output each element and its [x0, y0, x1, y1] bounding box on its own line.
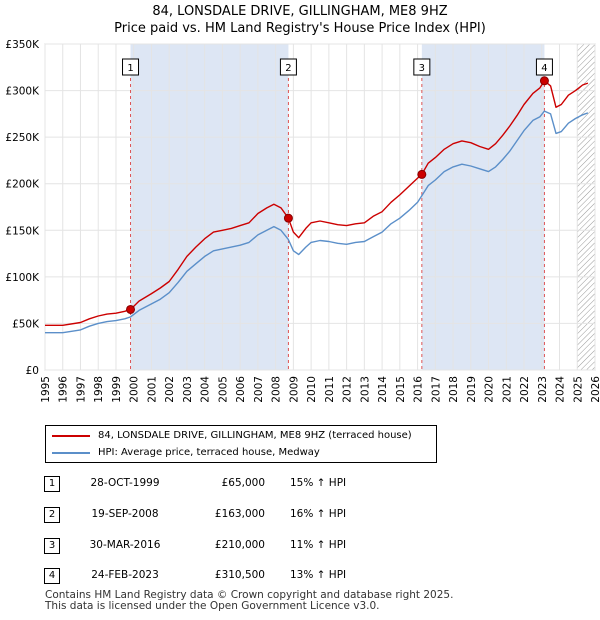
y-tick-label: £0 — [26, 365, 39, 377]
x-tick-label: 2021 — [501, 376, 513, 403]
x-tick-label: 2011 — [324, 376, 336, 403]
series-line-property — [45, 80, 589, 326]
x-tick-label: 2019 — [466, 376, 478, 403]
y-tick-label: £150K — [5, 225, 40, 237]
marker-label: 3 — [419, 63, 425, 74]
marker-label: 1 — [127, 63, 133, 74]
y-tick-label: £350K — [5, 39, 40, 51]
chart-title: 84, LONSDALE DRIVE, GILLINGHAM, ME8 9HZ — [152, 4, 448, 19]
x-tick-label: 1996 — [58, 376, 70, 403]
transaction-hpi: 13% ↑ HPI — [290, 569, 347, 581]
transaction-number: 3 — [44, 538, 60, 554]
footer-copyright: Contains HM Land Registry data © Crown c… — [45, 589, 454, 601]
x-tick-label: 2014 — [377, 376, 389, 403]
x-tick-label: 1998 — [93, 376, 105, 403]
marker-label-box — [279, 58, 297, 76]
x-tick-label: 2006 — [235, 376, 247, 403]
x-tick-label: 2022 — [519, 376, 531, 403]
x-tick-label: 2002 — [164, 376, 176, 403]
x-tick-label: 2018 — [448, 376, 460, 403]
x-tick-label: 1995 — [40, 376, 52, 403]
transaction-number: 2 — [44, 507, 60, 523]
x-tick-label: 2010 — [306, 376, 318, 403]
transaction-hpi: 15% ↑ HPI — [290, 477, 347, 489]
x-tick-label: 2020 — [484, 376, 496, 403]
x-tick-label: 2001 — [146, 376, 158, 403]
transaction-hpi: 11% ↑ HPI — [290, 539, 347, 551]
legend: 84, LONSDALE DRIVE, GILLINGHAM, ME8 9HZ … — [45, 425, 437, 463]
marker-label-box — [122, 58, 140, 76]
y-tick-label: £200K — [5, 179, 40, 191]
ownership-band — [421, 44, 545, 370]
forecast-hatch — [577, 44, 595, 370]
x-tick-label: 2023 — [537, 376, 549, 403]
transaction-date: 24-FEB-2023 — [91, 569, 159, 581]
x-tick-label: 1999 — [111, 376, 123, 403]
y-tick-label: £100K — [5, 272, 40, 284]
x-tick-label: 2000 — [129, 376, 141, 403]
footer-licence: This data is licensed under the Open Gov… — [45, 600, 380, 612]
sale-point — [417, 169, 427, 179]
transaction-number: 1 — [44, 476, 60, 492]
x-tick-label: 2026 — [590, 376, 600, 403]
x-tick-label: 2007 — [253, 376, 265, 403]
transaction-row: 1 28-OCT-1999 £65,000 15% ↑ HPI — [40, 474, 460, 496]
legend-label-hpi: HPI: Average price, terraced house, Medw… — [98, 447, 320, 458]
transaction-row: 4 24-FEB-2023 £310,500 13% ↑ HPI — [40, 566, 460, 588]
transaction-price: £65,000 — [221, 477, 265, 489]
sale-point — [126, 304, 136, 314]
y-tick-label: £300K — [5, 86, 40, 98]
y-tick-label: £250K — [5, 132, 40, 144]
y-tick-label: £50K — [12, 318, 40, 330]
legend-swatch-hpi — [52, 452, 90, 454]
transaction-price: £210,000 — [214, 539, 265, 551]
marker-label: 4 — [541, 63, 547, 74]
transaction-price: £310,500 — [214, 569, 265, 581]
x-tick-label: 1997 — [75, 376, 87, 403]
x-tick-label: 2025 — [572, 376, 584, 403]
marker-label-box — [413, 58, 431, 76]
sale-point — [539, 76, 549, 86]
x-tick-label: 2009 — [288, 376, 300, 403]
transaction-date: 30-MAR-2016 — [89, 539, 161, 551]
transaction-price: £163,000 — [214, 508, 265, 520]
marker-label: 2 — [285, 63, 291, 74]
price-chart: £0 £50K £100K £150K £200K £250K £300K £350K 1995… — [5, 39, 600, 403]
transaction-row: 3 30-MAR-2016 £210,000 11% ↑ HPI — [40, 536, 460, 558]
marker-label-box — [535, 58, 553, 76]
transaction-row: 2 19-SEP-2008 £163,000 16% ↑ HPI — [40, 505, 460, 527]
series-line-hpi — [45, 110, 589, 334]
footer: Contains HM Land Registry data © Crown c… — [45, 590, 453, 612]
legend-swatch-property — [52, 435, 90, 437]
x-tick-label: 2005 — [217, 376, 229, 403]
x-tick-label: 2016 — [413, 376, 425, 403]
legend-label-property: 84, LONSDALE DRIVE, GILLINGHAM, ME8 9HZ … — [98, 430, 412, 441]
x-tick-label: 2013 — [359, 376, 371, 403]
x-tick-label: 2008 — [271, 376, 283, 403]
x-tick-label: 2012 — [342, 376, 354, 403]
transaction-number: 4 — [44, 568, 60, 584]
x-tick-label: 2017 — [430, 376, 442, 403]
x-tick-label: 2004 — [200, 376, 212, 403]
chart-subtitle: Price paid vs. HM Land Registry's House … — [114, 21, 486, 36]
x-tick-label: 2015 — [395, 376, 407, 403]
sale-point — [283, 213, 293, 223]
transaction-date: 28-OCT-1999 — [90, 477, 160, 489]
x-tick-label: 2024 — [555, 376, 567, 403]
transaction-hpi: 16% ↑ HPI — [290, 508, 347, 520]
transaction-date: 19-SEP-2008 — [91, 508, 159, 520]
ownership-band — [130, 44, 289, 370]
x-tick-label: 2003 — [182, 376, 194, 403]
